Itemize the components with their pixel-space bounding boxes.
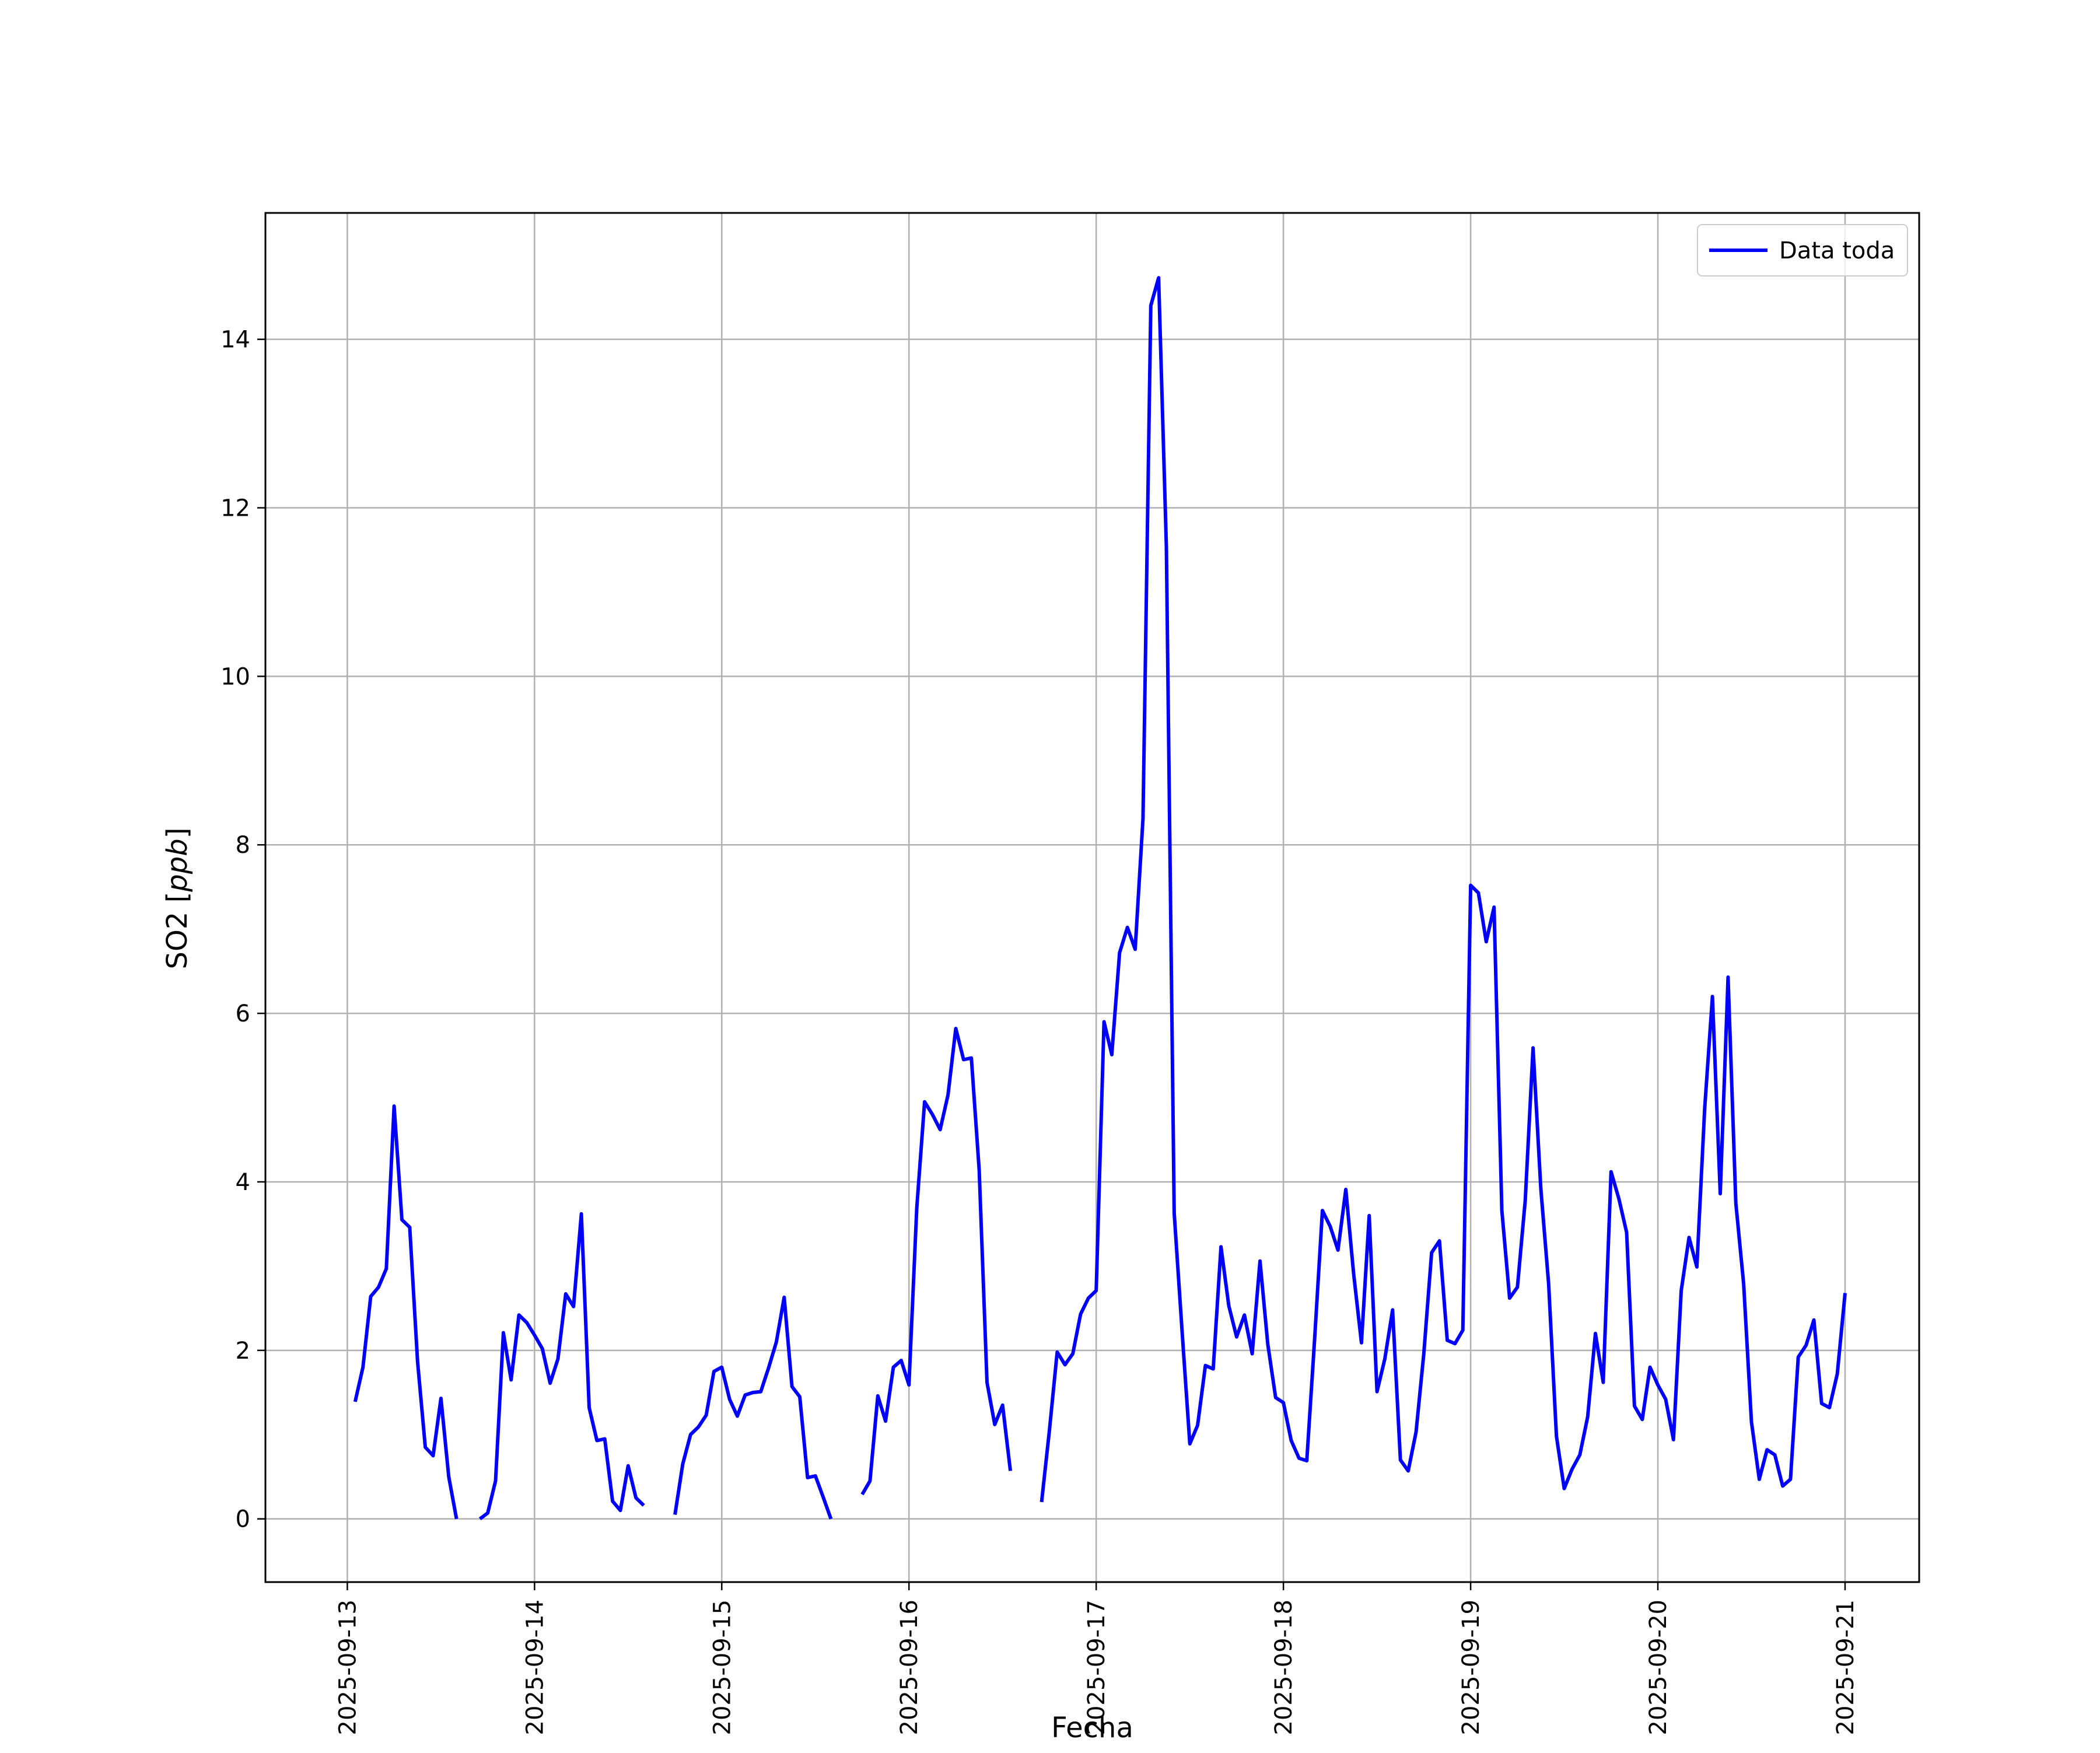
y-axis-label-prefix: SO2 [ — [161, 892, 194, 970]
y-axis-label-suffix: ] — [161, 828, 194, 839]
y-axis-ticks: 0 2 4 6 8 10 12 14 — [220, 327, 265, 1533]
x-tick-label: 2025-09-21 — [1832, 1600, 1859, 1735]
x-tick-label: 2025-09-15 — [709, 1600, 736, 1735]
plot-frame — [264, 212, 1920, 1583]
x-tick-label: 2025-09-13 — [334, 1600, 361, 1735]
x-axis-label: Fecha — [1051, 1712, 1133, 1744]
y-axis-label-unit: ppb — [161, 838, 194, 892]
y-tick-label: 2 — [236, 1338, 250, 1364]
series-layer — [353, 276, 1847, 1521]
x-tick-label: 2025-09-19 — [1458, 1600, 1485, 1735]
x-tick-label: 2025-09-17 — [1083, 1600, 1110, 1735]
legend-label: Data toda — [1779, 237, 1895, 264]
series-line — [353, 276, 1847, 1521]
y-tick-label: 12 — [220, 495, 250, 522]
y-tick-label: 14 — [220, 327, 250, 354]
x-axis-ticks: 2025-09-13 2025-09-14 2025-09-15 2025-09-16… — [334, 1582, 1859, 1735]
y-tick-label: 0 — [236, 1506, 250, 1533]
x-tick-label: 2025-09-14 — [522, 1600, 548, 1735]
y-tick-label: 6 — [236, 1000, 250, 1027]
x-tick-label: 2025-09-20 — [1645, 1600, 1672, 1735]
x-tick-label: 2025-09-18 — [1270, 1600, 1297, 1735]
y-tick-label: 10 — [220, 663, 250, 690]
legend: Data toda — [1697, 224, 1908, 277]
y-axis-label: SO2 [ppb] — [161, 828, 194, 970]
y-tick-label: 4 — [236, 1169, 250, 1196]
y-tick-label: 8 — [236, 832, 250, 859]
grid-lines — [265, 213, 1919, 1582]
x-tick-label: 2025-09-16 — [896, 1600, 923, 1735]
legend-box — [1697, 224, 1908, 277]
